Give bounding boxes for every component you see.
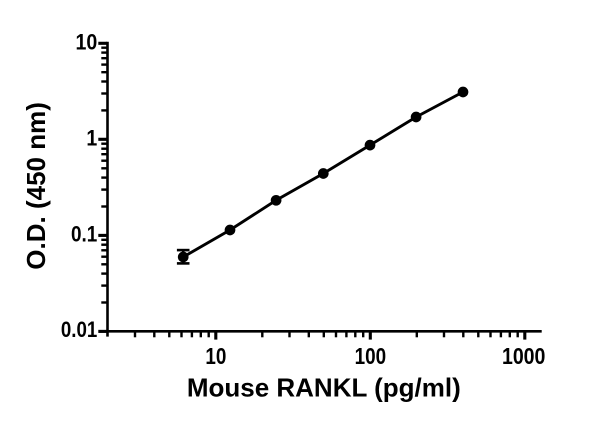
svg-text:0.01: 0.01 xyxy=(61,317,97,342)
svg-text:100: 100 xyxy=(355,343,387,369)
svg-text:10: 10 xyxy=(76,30,98,55)
svg-text:O.D. (450 nm): O.D. (450 nm) xyxy=(21,102,51,270)
svg-text:Mouse RANKL (pg/ml): Mouse RANKL (pg/ml) xyxy=(187,372,461,402)
svg-text:10: 10 xyxy=(205,343,226,369)
svg-text:1000: 1000 xyxy=(502,343,546,369)
svg-text:0.1: 0.1 xyxy=(71,222,97,247)
svg-text:1: 1 xyxy=(86,126,97,151)
